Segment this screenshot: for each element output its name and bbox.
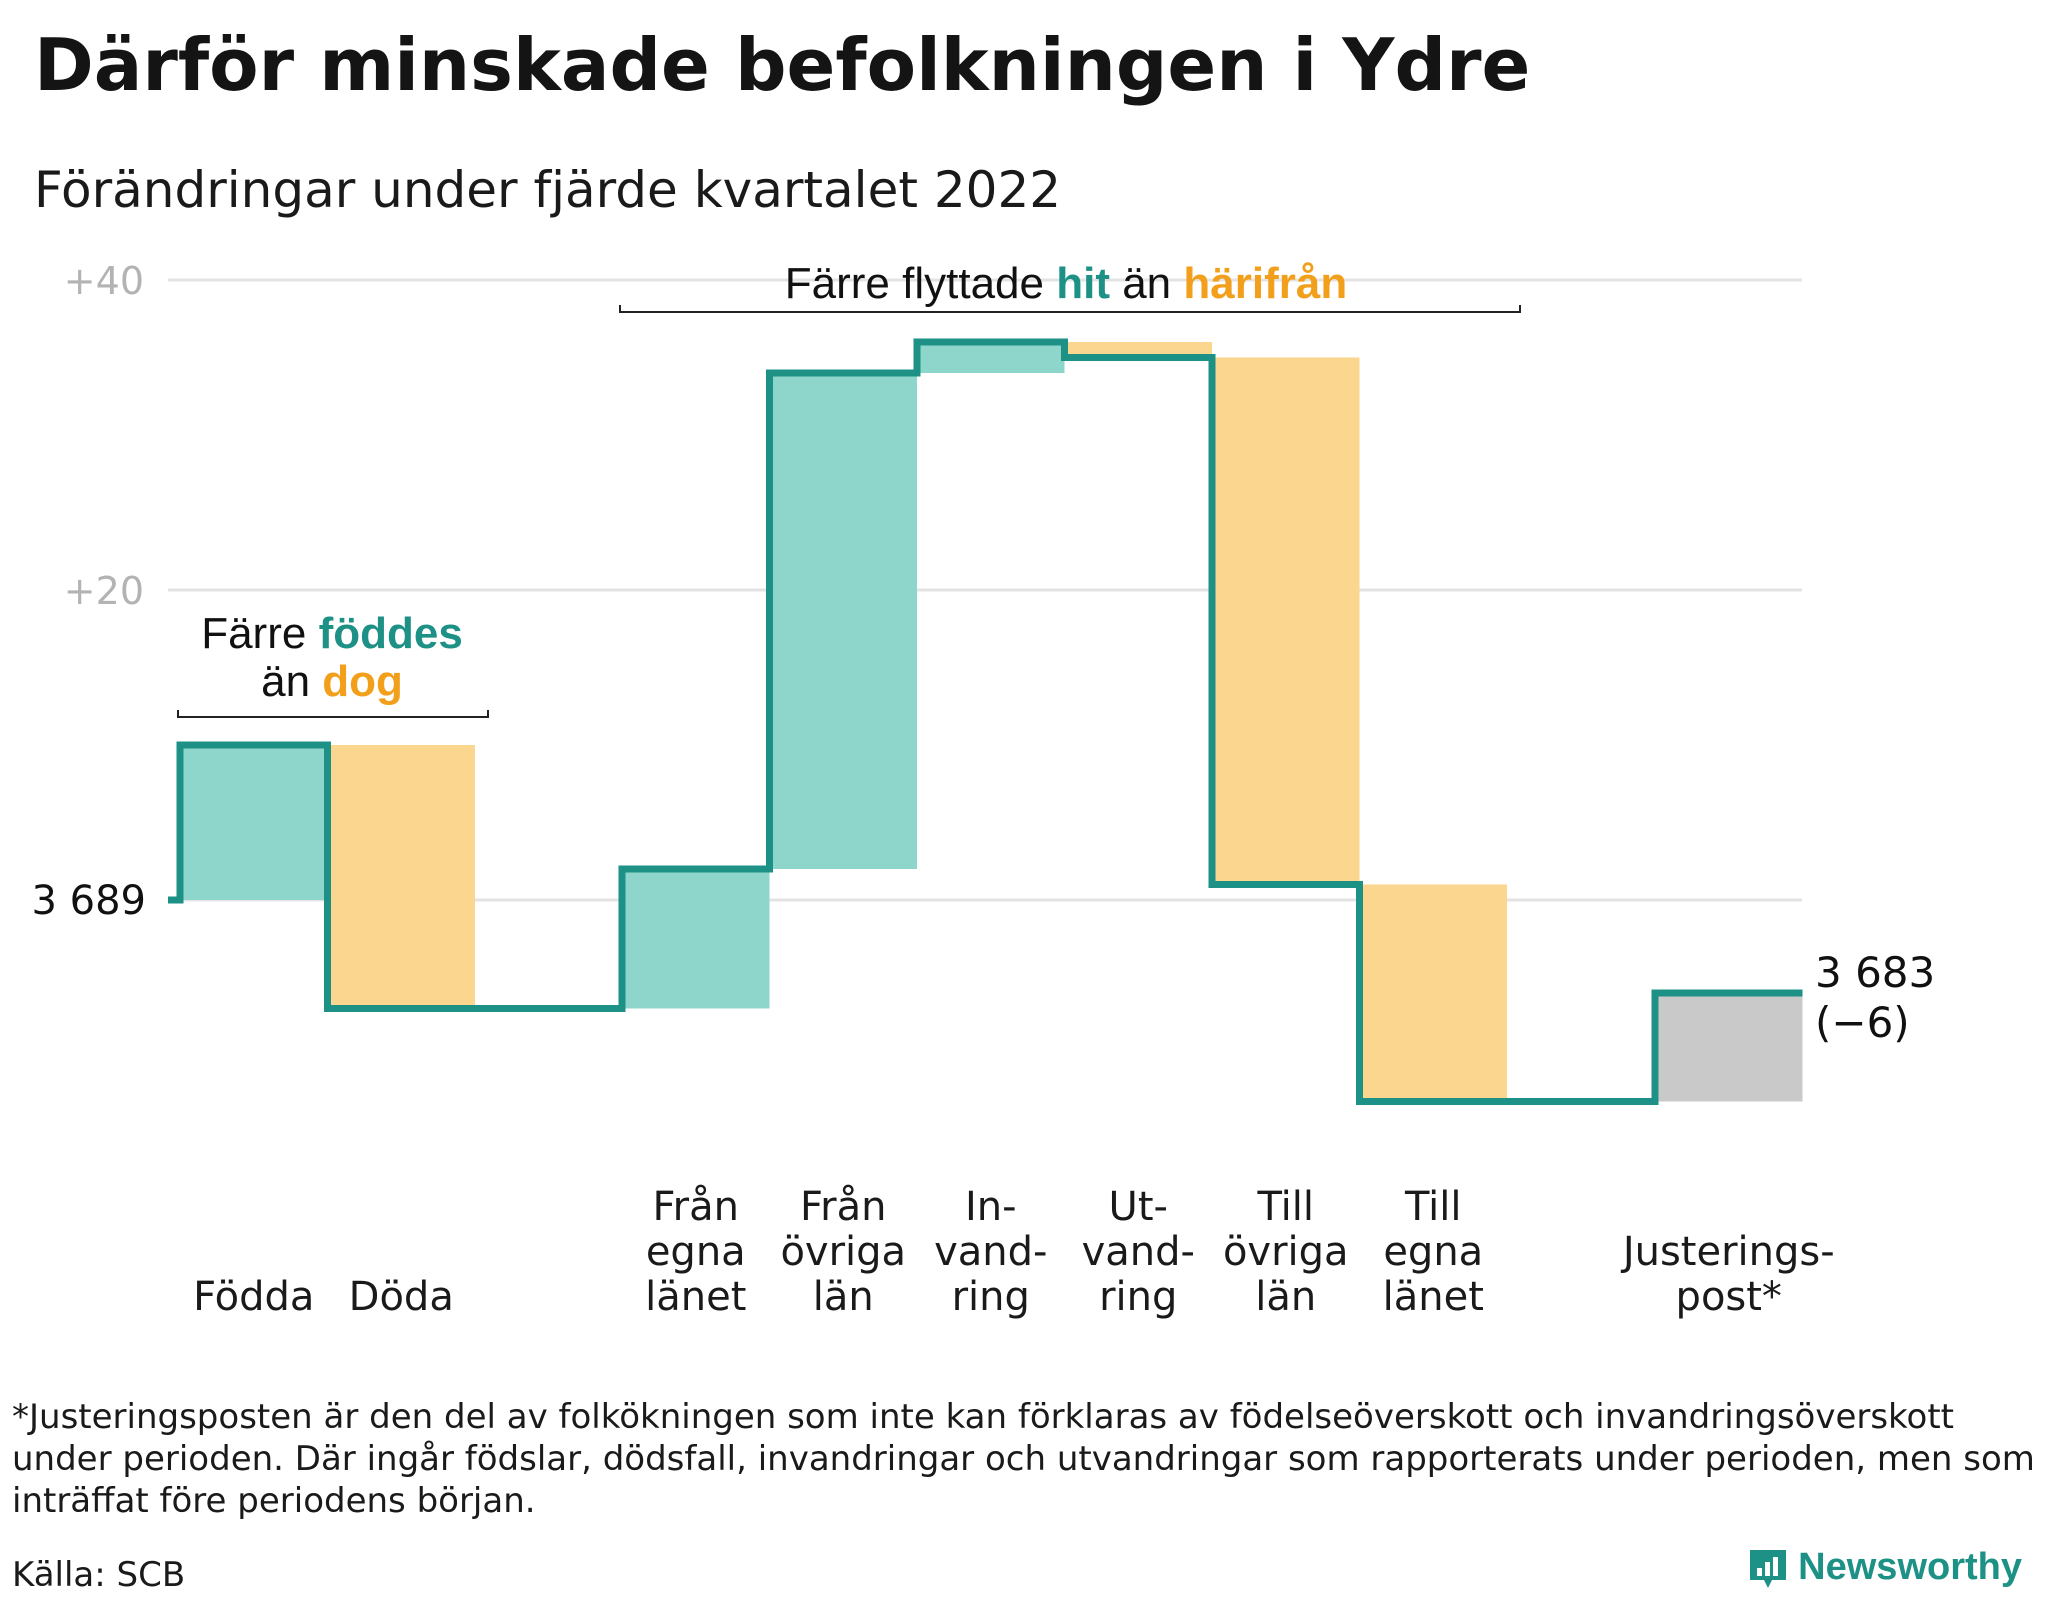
annotation-text: Färre föddes xyxy=(201,609,463,658)
category-label: Till övriga län xyxy=(1223,1184,1349,1320)
waterfall-bar xyxy=(769,373,917,869)
waterfall-bar xyxy=(1359,884,1507,1102)
chart-title: Därför minskade befolkningen i Ydre xyxy=(34,23,1531,107)
cumulative-step-line xyxy=(168,338,1803,1105)
end-value-label: 3 683 xyxy=(1815,948,1935,997)
waterfall-chart: +20 +40 3 689 Födda Döda Från egna länet Från övr… xyxy=(31,259,1935,1320)
annotation-text: än dog xyxy=(261,657,403,706)
category-label: Födda xyxy=(193,1274,314,1320)
newsworthy-logo-text: Newsworthy xyxy=(1798,1546,2022,1588)
chart-subtitle: Förändringar under fjärde kvartalet 2022 xyxy=(34,161,1062,219)
waterfall-bar xyxy=(1212,357,1360,885)
waterfall-bar xyxy=(917,342,1065,373)
waterfall-bar xyxy=(622,869,770,1009)
waterfall-bar xyxy=(1064,342,1212,358)
y-tick-label: +40 xyxy=(64,259,144,303)
y-tick-label: +20 xyxy=(64,569,144,613)
footnote: *Justeringsposten är den del av folkökni… xyxy=(12,1397,2035,1521)
category-label: Från övriga län xyxy=(780,1184,906,1320)
category-label: Döda xyxy=(349,1274,454,1320)
category-label: In-vand-ring xyxy=(934,1184,1047,1320)
end-change-label: (−6) xyxy=(1815,998,1910,1047)
start-value-label: 3 689 xyxy=(31,878,146,924)
waterfall-bar xyxy=(180,745,328,900)
waterfall-bar xyxy=(1655,993,1803,1102)
annotation-text: Färre flyttade hit än härifrån xyxy=(785,259,1347,308)
category-label: Justerings-post* xyxy=(1620,1229,1835,1320)
source-note: Källa: SCB xyxy=(12,1555,186,1595)
category-label: Till egna länet xyxy=(1383,1184,1484,1320)
newsworthy-logo-icon xyxy=(1748,1548,1788,1588)
category-label: Ut-vand-ring xyxy=(1082,1184,1195,1320)
annotation-bracket xyxy=(177,710,489,718)
category-label: Från egna länet xyxy=(645,1184,746,1320)
waterfall-bar xyxy=(327,745,475,1009)
newsworthy-logo: Newsworthy xyxy=(1748,1546,2022,1589)
annotation-bracket xyxy=(619,305,1521,313)
